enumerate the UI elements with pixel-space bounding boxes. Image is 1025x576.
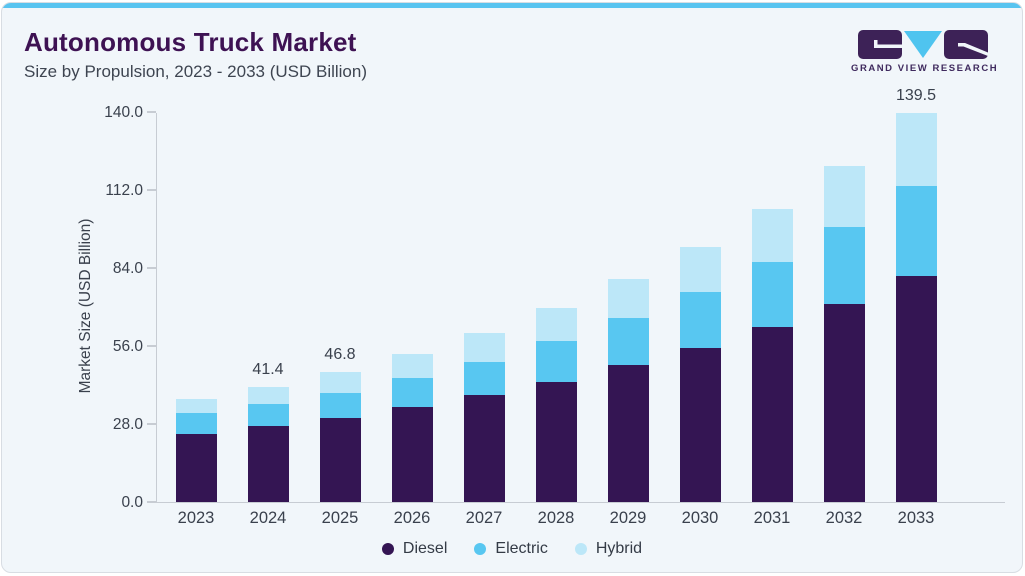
y-tick-mark [147, 267, 156, 269]
bar-segment-diesel [319, 417, 361, 502]
logo-g-icon [858, 30, 902, 59]
gvr-logo: GRAND VIEW RESEARCH [851, 30, 997, 74]
legend-label-diesel: Diesel [402, 540, 448, 557]
bar-segment-diesel [535, 381, 577, 502]
y-tick-label: 56.0 [112, 338, 143, 355]
bar-segment-hybrid [895, 113, 937, 187]
x-tick-label-2024: 2024 [249, 509, 287, 527]
bar-segment-hybrid [463, 333, 505, 362]
y-tick-mark [147, 345, 156, 347]
bar-segment-diesel [679, 347, 721, 502]
x-tick-label-2032: 2032 [825, 509, 863, 527]
logo-v-icon [904, 31, 942, 58]
bar-segment-hybrid [679, 247, 721, 292]
bar-segment-electric [463, 361, 505, 396]
plot-area: 0.0 28.0 56.0 84.0 112.0 140.0 2023 41.4 2024 46.… [104, 87, 1005, 527]
bar-segment-electric [247, 404, 289, 426]
bar-segment-electric [607, 318, 649, 365]
logo-shapes [858, 30, 990, 59]
logo-r-icon [944, 30, 988, 59]
bar-segment-hybrid [535, 307, 577, 342]
y-tick-label: 28.0 [112, 416, 143, 433]
page-title: Autonomous Truck Market [24, 27, 357, 57]
bar-total-label: 41.4 [252, 360, 284, 378]
x-tick-label-2033: 2033 [897, 509, 935, 527]
bar-segment-diesel [751, 327, 793, 502]
bar-segment-diesel [823, 303, 865, 502]
top-accent-bar [2, 3, 1022, 8]
bar-segment-electric [535, 341, 577, 382]
y-tick-label: 112.0 [105, 182, 143, 199]
header: Autonomous Truck Market Size by Propulsi… [24, 27, 367, 82]
legend-item-electric: Electric [474, 540, 548, 558]
bar-segment-electric [319, 393, 361, 418]
y-tick-label: 0.0 [121, 494, 143, 511]
bar-segment-hybrid [751, 208, 793, 262]
page-subtitle: Size by Propulsion, 2023 - 2033 (USD Bil… [24, 62, 368, 81]
bar-segment-diesel [175, 433, 217, 502]
legend-dot-electric [474, 543, 487, 555]
x-tick-label-2030: 2030 [681, 509, 719, 527]
x-tick-label-2031: 2031 [753, 509, 791, 527]
bar-segment-electric [175, 413, 217, 434]
bar-segment-diesel [463, 395, 505, 502]
x-tick-label-2028: 2028 [537, 509, 575, 527]
bar-segment-diesel [391, 407, 433, 502]
bar-segment-electric [391, 377, 433, 408]
bar-segment-diesel [895, 276, 937, 502]
logo-wordmark: GRAND VIEW RESEARCH [851, 63, 999, 74]
bar-total-label: 46.8 [324, 345, 356, 363]
x-tick-label-2025: 2025 [321, 509, 359, 527]
y-tick-mark [147, 501, 156, 503]
legend-dot-diesel [381, 543, 394, 555]
y-tick-label: 140.0 [104, 104, 143, 121]
y-tick-mark [147, 111, 156, 113]
bar-segment-electric [751, 261, 793, 328]
bar-segment-hybrid [247, 386, 289, 405]
bar-segment-hybrid [319, 371, 361, 394]
bar-total-label: 139.5 [895, 87, 937, 105]
y-tick-mark [147, 189, 156, 191]
bar-segment-hybrid [607, 279, 649, 319]
bar-segment-electric [823, 227, 865, 304]
bar-segment-diesel [607, 364, 649, 502]
x-tick-label-2027: 2027 [465, 509, 503, 527]
bar-segment-diesel [247, 425, 289, 502]
y-tick-label: 84.0 [112, 260, 143, 277]
bar-segment-electric [679, 291, 721, 348]
legend-label-hybrid: Hybrid [595, 540, 643, 557]
bar-segment-hybrid [175, 399, 217, 414]
legend-item-diesel: Diesel [381, 540, 448, 558]
x-tick-label-2026: 2026 [393, 509, 431, 527]
bar-segment-hybrid [823, 165, 865, 228]
legend: Diesel Electric Hybrid [2, 540, 1022, 558]
legend-dot-hybrid [574, 543, 587, 555]
y-axis-title: Market Size (USD Billion) [77, 218, 94, 394]
legend-item-hybrid: Hybrid [574, 540, 643, 558]
legend-label-electric: Electric [495, 540, 548, 557]
y-tick-mark [147, 423, 156, 425]
x-tick-label-2029: 2029 [609, 509, 647, 527]
bar-segment-hybrid [391, 353, 433, 378]
bar-segment-electric [895, 186, 937, 277]
x-tick-label-2023: 2023 [177, 509, 215, 527]
